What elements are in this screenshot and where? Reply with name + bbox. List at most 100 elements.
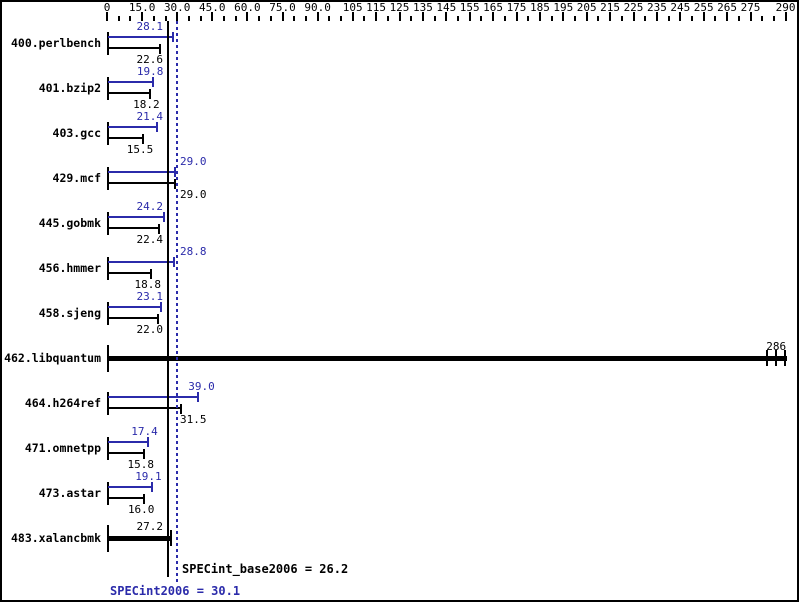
benchmark-name: 483.xalancbmk <box>10 531 101 545</box>
axis-tick-label: 145 <box>436 1 457 14</box>
axis-tick-label: 225 <box>623 1 644 14</box>
benchmark-name: 462.libquantum <box>4 351 101 365</box>
base-bar <box>108 317 159 319</box>
peak-mean-line-dotted <box>176 21 179 584</box>
benchmark-name: 400.perlbench <box>10 36 101 50</box>
peak-bar <box>108 441 148 443</box>
base-bar-end-cap <box>157 314 160 324</box>
base-bar-end-cap <box>179 404 182 414</box>
bar-end-cap <box>784 350 787 366</box>
peak-bar-end-cap <box>173 167 176 177</box>
base-bar-thick <box>108 536 172 541</box>
base-value-label: 18.2 <box>133 98 160 111</box>
axis-tick-label: 105 <box>342 1 363 14</box>
specint2006-mean-label: SPECint2006 = 30.1 <box>110 584 241 598</box>
benchmark-name: 401.bzip2 <box>38 81 101 95</box>
base-bar-end-cap <box>142 449 145 459</box>
peak-bar-end-cap <box>150 482 153 492</box>
base-value-label: 22.0 <box>136 323 164 336</box>
benchmark-name: 445.gobmk <box>38 216 101 230</box>
axis-tick-label: 275 <box>740 1 761 14</box>
axis-tick-label: 195 <box>553 1 574 14</box>
axis-tick-label: 90.0 <box>304 1 331 14</box>
major-tick-mark <box>398 12 401 21</box>
bar-start-tick <box>107 122 109 145</box>
major-tick-mark <box>609 12 612 21</box>
benchmark-name: 471.omnetpp <box>24 441 101 455</box>
peak-bar-end-cap <box>160 302 163 312</box>
bar-start-tick <box>107 212 109 235</box>
base-value-label: 29.0 <box>180 188 207 201</box>
minor-tick-mark <box>164 16 167 21</box>
peak-value-label: 28.8 <box>180 245 207 258</box>
axis-tick-label: 15.0 <box>128 1 156 14</box>
minor-tick-mark <box>714 16 717 21</box>
axis-tick-label: 290 <box>775 1 796 14</box>
major-tick-mark <box>585 12 588 21</box>
peak-value-label: 28.1 <box>136 20 164 33</box>
base-bar-end-cap <box>158 44 161 54</box>
axis-tick-label: 45.0 <box>199 1 226 14</box>
benchmark-name: 458.sjeng <box>38 306 101 320</box>
major-tick-mark <box>749 12 752 21</box>
minor-tick-mark <box>328 16 331 21</box>
minor-tick-mark <box>187 16 190 21</box>
major-tick-mark <box>421 12 424 21</box>
base-bar <box>108 137 144 139</box>
minor-tick-mark <box>117 16 120 21</box>
major-tick-mark <box>351 12 354 21</box>
base-bar <box>108 452 144 454</box>
base-value-label: 15.5 <box>126 143 154 156</box>
minor-tick-mark <box>340 16 342 21</box>
base-bar <box>108 407 181 409</box>
peak-value-label: 19.8 <box>136 65 164 78</box>
base-value-label: 16.0 <box>127 503 155 516</box>
minor-tick-mark <box>129 16 132 21</box>
benchmark-name: 473.astar <box>38 486 101 500</box>
minor-tick-mark <box>258 16 261 21</box>
bar-start-tick <box>107 482 109 505</box>
peak-bar-end-cap <box>156 122 159 132</box>
base-bar <box>108 272 151 274</box>
major-tick-mark <box>655 12 658 21</box>
major-tick-mark <box>316 12 319 21</box>
axis-tick-label: 265 <box>717 1 738 14</box>
major-tick-mark <box>679 12 682 21</box>
minor-tick-mark <box>199 16 202 21</box>
axis-tick-label: 125 <box>389 1 410 14</box>
base-mean-line <box>167 21 170 577</box>
bar-start-tick <box>107 32 109 55</box>
axis-tick-label: 245 <box>670 1 691 14</box>
peak-bar-end-cap <box>197 392 200 402</box>
peak-value-label: 19.1 <box>135 470 162 483</box>
peak-bar <box>108 486 152 488</box>
peak-bar <box>108 261 175 263</box>
peak-bar <box>108 306 162 308</box>
minor-tick-mark <box>737 16 740 21</box>
minor-tick-mark <box>574 16 576 21</box>
axis-tick-label: 135 <box>412 1 433 14</box>
minor-tick-mark <box>620 16 623 21</box>
peak-bar-end-cap <box>162 212 165 222</box>
bar-start-tick <box>107 257 109 280</box>
axis-tick-label: 255 <box>693 1 714 14</box>
base-value-label: 18.8 <box>134 278 161 291</box>
peak-value-label: 39.0 <box>188 380 215 393</box>
base-bar-end-cap <box>173 179 176 189</box>
bar-start-tick <box>107 167 109 190</box>
base-bar-end-cap <box>143 494 146 504</box>
base-bar-thick <box>108 356 788 361</box>
base-value-label: 31.5 <box>180 413 207 426</box>
base-bar <box>108 497 145 499</box>
axis-tick-label: 165 <box>483 1 504 14</box>
axis-tick-label: 215 <box>600 1 621 14</box>
major-tick-mark <box>176 12 179 21</box>
base-bar <box>108 227 160 229</box>
major-tick-mark <box>445 12 448 21</box>
peak-bar-end-cap <box>171 32 174 42</box>
axis-tick-label: 155 <box>459 1 480 14</box>
minor-tick-mark <box>480 16 483 21</box>
minor-tick-mark <box>433 16 436 21</box>
